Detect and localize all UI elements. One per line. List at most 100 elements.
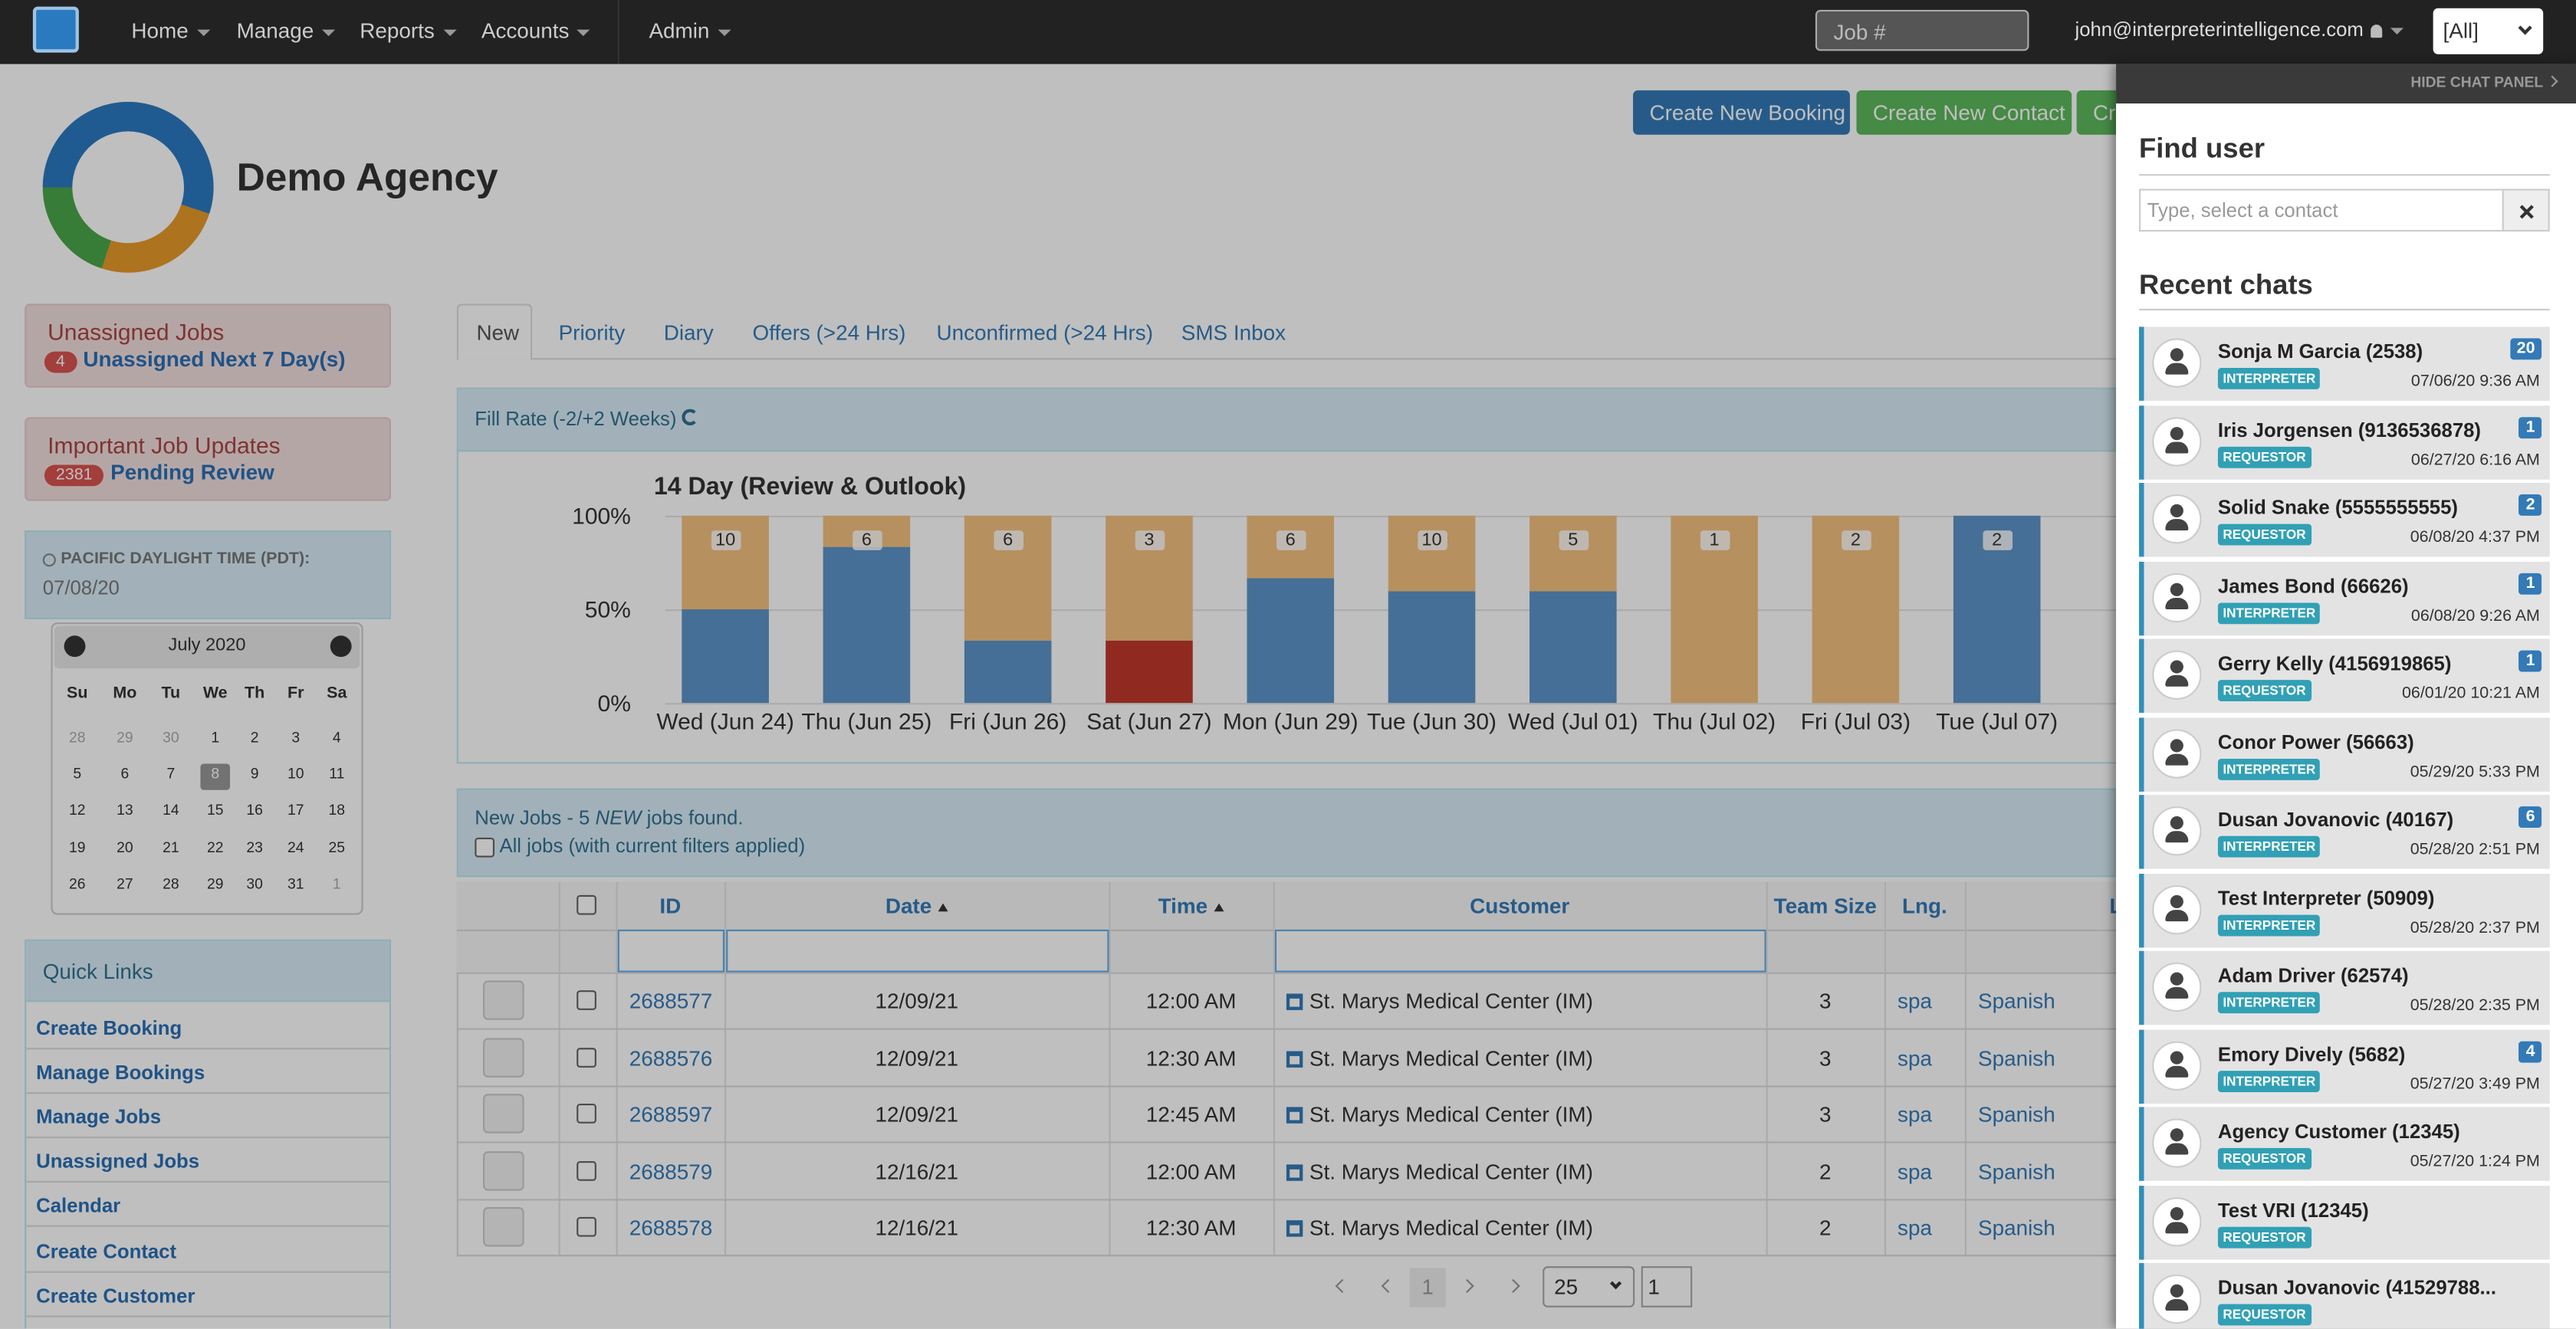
quick-link[interactable]: Create Customer xyxy=(36,1283,196,1307)
cell[interactable]: 2688579 xyxy=(629,1159,724,1183)
checkbox[interactable] xyxy=(577,1104,596,1124)
cell[interactable]: 2688577 xyxy=(629,989,724,1013)
chat-item[interactable] xyxy=(2139,483,2550,557)
calendar-day[interactable]: 16 xyxy=(246,802,263,819)
row-action[interactable] xyxy=(483,1150,524,1190)
action-button[interactable]: Create New Booking xyxy=(1633,90,1850,135)
quick-link[interactable]: Manage Bookings xyxy=(36,1061,205,1085)
alert-link[interactable]: Pending Review xyxy=(110,460,274,485)
clear-button[interactable] xyxy=(2502,189,2550,232)
checkbox[interactable] xyxy=(577,894,596,915)
chat-item[interactable] xyxy=(2139,560,2550,635)
cell[interactable]: 2688576 xyxy=(629,1045,724,1070)
tab[interactable]: Offers (>24 Hrs) xyxy=(752,320,906,346)
calendar-day[interactable]: 15 xyxy=(206,802,224,819)
cell[interactable]: Spanish xyxy=(1978,1159,2267,1183)
row-action[interactable] xyxy=(483,1094,524,1134)
filter-input[interactable] xyxy=(726,929,1109,973)
calendar-day[interactable]: 8 xyxy=(211,765,220,783)
column-header[interactable]: Lng. xyxy=(1902,893,1947,918)
chat-item[interactable] xyxy=(2139,872,2550,947)
calendar-day[interactable]: 30 xyxy=(163,729,179,746)
calendar-day[interactable]: 22 xyxy=(206,838,224,855)
row-action[interactable] xyxy=(483,1037,524,1077)
calendar-day[interactable]: 28 xyxy=(68,729,86,746)
chat-item[interactable] xyxy=(2139,717,2550,791)
tab[interactable]: SMS Inbox xyxy=(1181,320,1286,346)
refresh-icon[interactable] xyxy=(682,409,698,426)
chat-item[interactable] xyxy=(2139,950,2550,1025)
chat-item[interactable] xyxy=(2139,405,2550,479)
calendar-day[interactable]: 29 xyxy=(117,729,133,746)
cell[interactable]: spa xyxy=(1898,1159,1965,1183)
calendar-day[interactable]: 12 xyxy=(68,802,86,819)
nav-menu[interactable]: Manage xyxy=(237,18,336,43)
row-action[interactable] xyxy=(483,980,524,1020)
nav-menu[interactable]: Reports xyxy=(360,18,456,43)
calendar-day[interactable]: 27 xyxy=(117,875,133,892)
calendar-day[interactable]: 11 xyxy=(329,765,345,783)
calendar-day[interactable]: 2 xyxy=(250,729,259,746)
tab[interactable]: New xyxy=(476,320,520,346)
checkbox[interactable] xyxy=(577,990,596,1010)
column-header[interactable]: Customer xyxy=(1470,893,1570,918)
chat-item[interactable] xyxy=(2139,795,2550,869)
calendar-day[interactable]: 29 xyxy=(206,875,224,892)
action-button[interactable]: Create New Contact xyxy=(1856,90,2072,135)
calendar-day[interactable]: 10 xyxy=(287,765,304,783)
calendar-day[interactable]: 6 xyxy=(120,765,130,783)
cell[interactable]: Spanish xyxy=(1978,1045,2267,1070)
contact-input[interactable]: Type, select a contact xyxy=(2139,189,2504,232)
calendar-nav[interactable] xyxy=(64,635,86,658)
row-action[interactable] xyxy=(483,1207,524,1247)
calendar-day[interactable]: 13 xyxy=(117,802,133,819)
chat-item[interactable] xyxy=(2139,638,2550,714)
page-current[interactable]: 1 xyxy=(1409,1268,1446,1308)
calendar-day[interactable]: 21 xyxy=(163,838,179,855)
calendar-day[interactable]: 24 xyxy=(287,838,304,855)
chat-item[interactable] xyxy=(2139,327,2550,401)
chat-item[interactable] xyxy=(2139,1107,2550,1181)
job-search[interactable]: Job # xyxy=(1815,9,2029,51)
quick-link[interactable]: Create Booking xyxy=(36,1016,182,1040)
chat-item[interactable] xyxy=(2139,1262,2550,1329)
quick-link[interactable]: Calendar xyxy=(36,1194,121,1218)
cell[interactable]: spa xyxy=(1898,1045,1965,1070)
calendar-day[interactable]: 18 xyxy=(328,802,346,819)
cell[interactable]: spa xyxy=(1898,1102,1965,1127)
filter-select[interactable]: [All] xyxy=(2433,8,2544,54)
filter-input[interactable] xyxy=(617,929,725,973)
user-menu[interactable]: john@interpreterintelligence.com xyxy=(2075,18,2404,41)
page-input[interactable]: 1 xyxy=(1641,1266,1693,1308)
chat-item[interactable] xyxy=(2139,1029,2550,1103)
calendar-day[interactable]: 23 xyxy=(246,838,263,855)
calendar-day[interactable]: 14 xyxy=(163,802,179,819)
alert-link[interactable]: Unassigned Next 7 Day(s) xyxy=(83,346,346,372)
column-header[interactable]: ID xyxy=(659,893,682,918)
tab[interactable]: Priority xyxy=(558,320,626,346)
calendar-day[interactable]: 30 xyxy=(246,875,263,892)
calendar-day[interactable]: 20 xyxy=(117,838,133,855)
calendar-day[interactable]: 31 xyxy=(287,875,304,892)
nav-menu[interactable]: Admin xyxy=(649,18,731,43)
chat-item[interactable] xyxy=(2139,1185,2550,1259)
cell[interactable]: Spanish xyxy=(1978,1216,2267,1240)
hide-chat[interactable]: HIDE CHAT PANEL xyxy=(2410,74,2544,90)
logo[interactable] xyxy=(32,6,79,53)
column-header[interactable]: Date xyxy=(724,894,1109,918)
filter-input[interactable] xyxy=(1274,929,1766,973)
cell[interactable]: Spanish xyxy=(1978,989,2267,1013)
tab[interactable]: Diary xyxy=(663,320,714,346)
calendar-day[interactable]: 25 xyxy=(328,838,346,855)
calendar-day[interactable]: 28 xyxy=(163,875,179,892)
checkbox[interactable] xyxy=(577,1160,596,1180)
cell[interactable]: 2688578 xyxy=(629,1216,724,1240)
cell[interactable]: spa xyxy=(1898,989,1965,1013)
calendar-day[interactable]: 3 xyxy=(291,729,301,746)
page-size[interactable]: 25 xyxy=(1543,1266,1635,1308)
nav-menu[interactable]: Home xyxy=(131,18,210,43)
calendar-day[interactable]: 9 xyxy=(250,765,259,783)
calendar-day[interactable]: 5 xyxy=(73,765,82,783)
calendar-day[interactable]: 17 xyxy=(287,802,304,819)
calendar-day[interactable]: 7 xyxy=(166,765,176,783)
